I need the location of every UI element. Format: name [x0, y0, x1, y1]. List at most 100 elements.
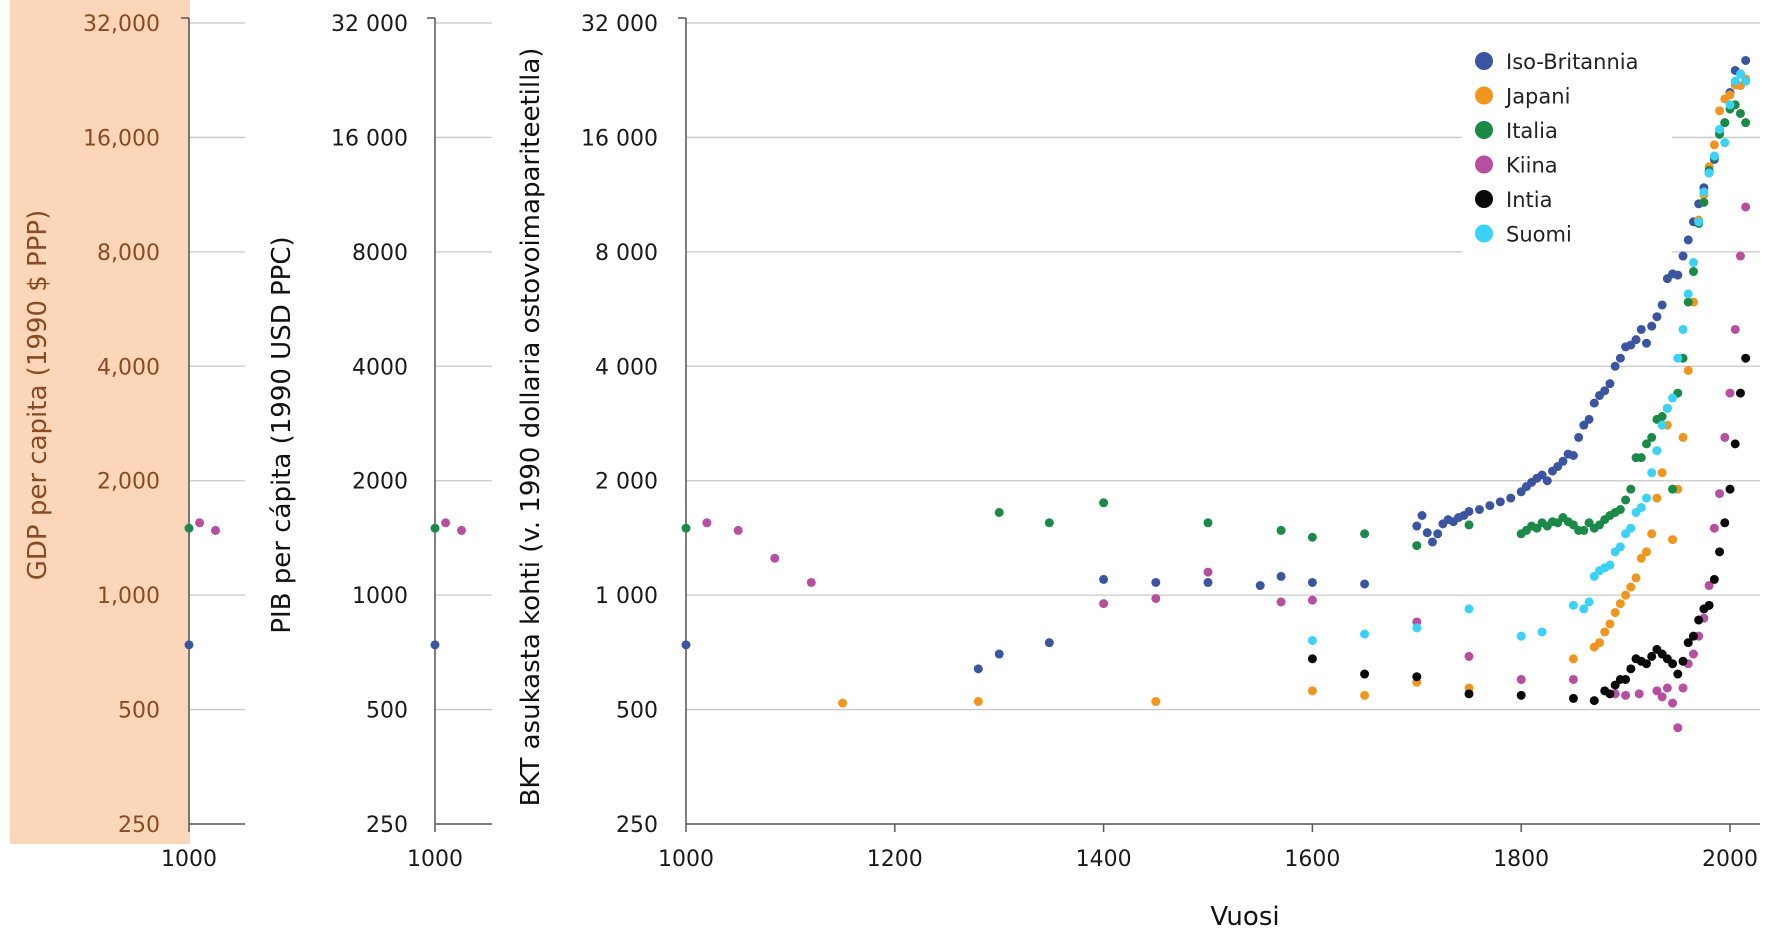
y-tick-label-middle: 1000: [352, 584, 408, 609]
point-japani: [1151, 697, 1161, 707]
legend-label-kiina: Kiina: [1506, 154, 1558, 178]
point-kiina: [1634, 689, 1644, 699]
point-iso-britannia: [1741, 55, 1751, 65]
point-suomi: [1725, 100, 1735, 110]
point-suomi: [1699, 187, 1709, 197]
legend-label-suomi: Suomi: [1506, 223, 1572, 247]
point-iso-britannia: [1433, 529, 1443, 539]
y-tick-label-middle: 250: [366, 813, 408, 838]
y-tick-label-left: 2,000: [97, 470, 160, 495]
point-japani: [1641, 547, 1651, 557]
x-tick-label: 1600: [1284, 847, 1340, 872]
point-iso-britannia: [1584, 414, 1594, 424]
point-intia: [1621, 674, 1631, 684]
point-iso-britannia: [1360, 579, 1370, 589]
point-kiina: [1688, 649, 1698, 659]
point-iso-britannia: [1574, 432, 1584, 442]
y-tick-label-middle: 500: [366, 699, 408, 724]
point-intia: [1704, 600, 1714, 610]
point-iso-britannia: [1422, 528, 1432, 538]
y-tick-label-main: 4 000: [595, 355, 658, 380]
point-suomi: [1688, 258, 1698, 268]
x-tick-label-left: 1000: [161, 847, 217, 872]
point-suomi: [1579, 604, 1589, 614]
point-suomi: [1584, 597, 1594, 607]
point-iso-britannia: [1610, 361, 1620, 371]
y-tick-label-main: 8 000: [595, 241, 658, 266]
left-panel-highlight: [10, 0, 190, 844]
y-tick-label-main: 1 000: [595, 584, 658, 609]
point-italia: [681, 523, 691, 533]
point-kiina-middle: [441, 518, 451, 528]
point-suomi: [1589, 571, 1599, 581]
point-kiina-left: [211, 525, 220, 535]
point-iso-britannia: [994, 649, 1004, 659]
point-japani: [1568, 654, 1578, 664]
point-suomi: [1641, 493, 1651, 503]
y-tick-label-middle: 16 000: [331, 126, 408, 151]
point-suomi: [1636, 503, 1646, 513]
point-intia: [1516, 690, 1526, 700]
y-tick-label-middle: 2000: [352, 470, 408, 495]
legend-label-japani: Japani: [1504, 85, 1570, 109]
point-italia: [1203, 518, 1213, 528]
point-japani: [1683, 365, 1693, 375]
y-tick-label-left: 1,000: [97, 584, 160, 609]
point-iso-britannia: [1657, 300, 1667, 310]
point-japani: [1610, 608, 1620, 618]
point-intia: [1360, 669, 1370, 679]
point-iso-britannia: [1417, 511, 1427, 521]
point-iso-britannia: [1203, 577, 1213, 587]
point-intia: [1725, 484, 1735, 494]
legend-marker-intia: [1475, 190, 1493, 208]
y-axis-title-left: GDP per capita (1990 $ PPP): [23, 210, 53, 580]
point-italia: [994, 507, 1004, 517]
point-italia: [1626, 484, 1636, 494]
point-italia-middle: [430, 523, 440, 533]
point-kiina: [1621, 690, 1631, 700]
point-iso-britannia: [1631, 335, 1641, 345]
point-iso-britannia: [1474, 504, 1484, 514]
point-intia: [1683, 638, 1693, 648]
legend-marker-japani: [1475, 86, 1493, 105]
point-kiina: [1735, 251, 1745, 261]
point-intia: [1735, 388, 1745, 398]
point-kiina: [1668, 698, 1678, 708]
point-japani: [1307, 686, 1317, 696]
point-japani: [973, 697, 983, 707]
point-italia: [1741, 118, 1751, 128]
point-italia: [1641, 439, 1651, 449]
x-tick-label: 1200: [867, 847, 923, 872]
point-iso-britannia: [1464, 506, 1474, 516]
legend-background: [1462, 40, 1672, 258]
y-tick-label-main: 2 000: [595, 470, 658, 495]
point-italia: [1647, 432, 1657, 442]
point-kiina: [1741, 202, 1751, 212]
legend-label-intia: Intia: [1506, 188, 1552, 212]
point-suomi: [1668, 393, 1678, 403]
point-iso-britannia: [1099, 574, 1109, 584]
point-italia: [1699, 197, 1709, 207]
point-japani: [1636, 553, 1646, 563]
point-kiina: [1730, 324, 1740, 334]
point-japani: [1725, 90, 1735, 100]
y-tick-label-main: 500: [616, 699, 658, 724]
point-iso-britannia: [1255, 581, 1265, 591]
point-kiina: [770, 553, 780, 563]
point-suomi: [1715, 124, 1725, 134]
point-japani: [1709, 140, 1719, 150]
x-axis-title: Vuosi: [1210, 902, 1279, 932]
point-iso-britannia: [1151, 577, 1161, 587]
point-kiina: [806, 577, 816, 587]
point-japani: [1626, 582, 1636, 592]
y-tick-label-middle: 4000: [352, 355, 408, 380]
point-intia: [1741, 353, 1751, 363]
point-italia: [1412, 541, 1422, 551]
point-kiina: [1568, 674, 1578, 684]
point-italia: [1621, 495, 1631, 505]
point-kiina: [733, 525, 743, 535]
point-kiina: [1673, 723, 1683, 733]
x-tick-label-middle: 1000: [407, 847, 463, 872]
y-axis-title-middle: PIB per cápita (1990 USD PPC): [267, 236, 297, 633]
